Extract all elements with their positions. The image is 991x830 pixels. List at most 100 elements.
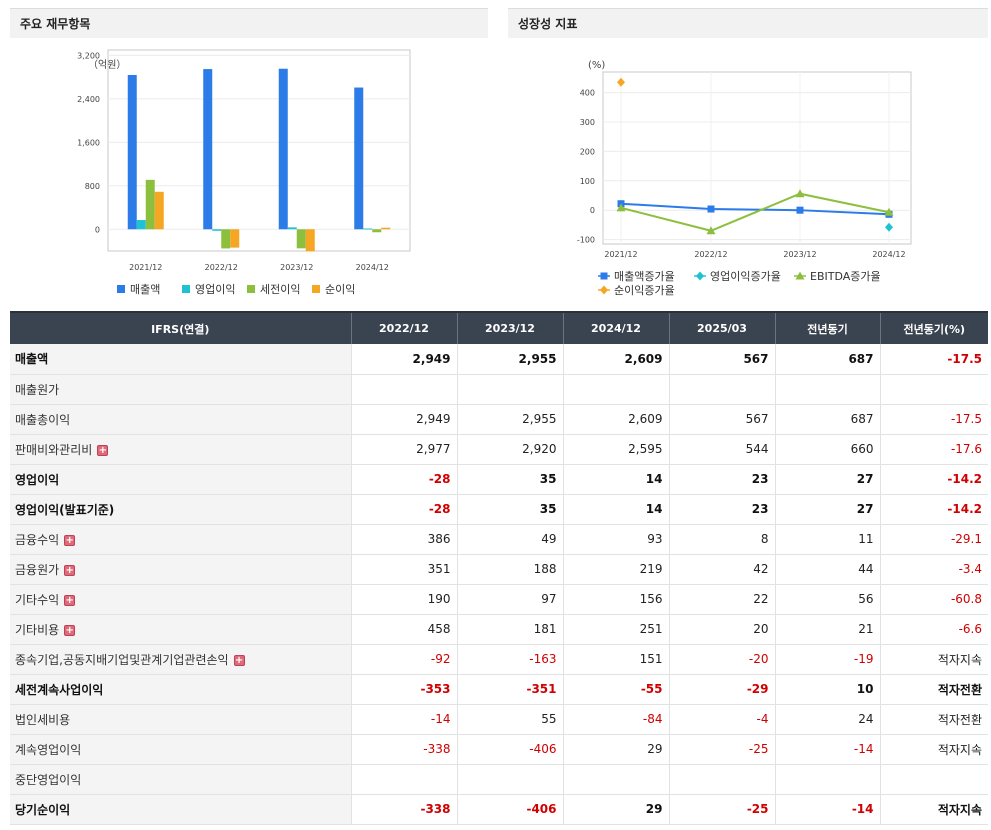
expand-plus-icon[interactable]: + — [64, 594, 76, 606]
table-cell: 386 — [351, 524, 458, 555]
expand-plus-icon[interactable]: + — [64, 564, 76, 576]
row-label[interactable]: 금융수익 + — [10, 524, 352, 555]
table-cell: -406 — [457, 734, 564, 765]
table-cell: -55 — [563, 674, 670, 705]
table-cell — [563, 374, 670, 405]
y-unit-label: (%) — [588, 60, 605, 71]
table-cell: -3.4 — [880, 554, 988, 585]
column-header: 2023/12 — [457, 311, 564, 344]
table-cell: -14 — [775, 734, 881, 765]
bar-4-3 — [305, 229, 315, 252]
x-tick-label: 2021/12 — [604, 250, 637, 259]
table-cell: 29 — [563, 734, 670, 765]
row-label-text: 매출액 — [15, 352, 49, 367]
bar-3-4 — [372, 229, 382, 233]
table-row: 매출총이익 2,949 2,955 2,609 567 687 -17.5 — [10, 404, 988, 435]
table-cell: -20 — [669, 644, 776, 675]
row-label[interactable]: 기타수익 + — [10, 584, 352, 615]
row-label-text: 기타수익 — [15, 592, 60, 607]
row-label: 매출액 — [10, 344, 352, 375]
point-3-1 — [616, 203, 626, 212]
expand-plus-icon[interactable]: + — [233, 654, 245, 666]
table-row: 종속기업,공동지배기업및관계기업관련손익 + -92 -163 151 -20 -19 적자지… — [10, 644, 988, 675]
table-cell: 적자지속 — [880, 734, 988, 765]
y-tick-label: -100 — [577, 236, 595, 245]
column-header: 2024/12 — [563, 311, 670, 344]
table-cell: -19 — [775, 644, 881, 675]
table-cell: -163 — [457, 644, 564, 675]
table-cell: 660 — [775, 434, 881, 465]
table-header-row: IFRS(연결) 2022/12 2023/12 2024/12 2025/03 전년동기… — [10, 311, 988, 344]
legend-label: 순이익 — [325, 283, 355, 296]
y-tick-label: 1,600 — [77, 138, 100, 147]
y-tick-label: 2,400 — [77, 95, 100, 104]
x-tick-label: 2024/12 — [356, 263, 389, 272]
y-tick-label: 3,200 — [77, 51, 100, 60]
table-cell: -14 — [775, 794, 881, 825]
table-cell: 219 — [563, 554, 670, 585]
point-3-3 — [795, 189, 805, 198]
table-cell: 93 — [563, 524, 670, 555]
table-row: 기타비용 +458 181 251 20 21 -6.6 — [10, 614, 988, 645]
table-cell — [563, 764, 670, 795]
table-cell: -29 — [669, 674, 776, 705]
row-label-text: 중단영업이익 — [15, 772, 82, 787]
table-cell: 23 — [669, 494, 776, 525]
table-cell: 27 — [775, 464, 881, 495]
table-cell — [669, 374, 776, 405]
bar-2-4 — [363, 228, 373, 230]
table-cell: -28 — [351, 464, 458, 495]
column-header: IFRS(연결) — [10, 311, 352, 344]
table-cell: 42 — [669, 554, 776, 585]
table-cell: 8 — [669, 524, 776, 555]
y-tick-label: 0 — [95, 225, 100, 234]
table-row: 중단영업이익 — [10, 764, 988, 795]
table-cell: -4 — [669, 704, 776, 735]
column-header: 2025/03 — [669, 311, 776, 344]
legend-marker — [795, 271, 805, 280]
table-cell: -92 — [351, 644, 458, 675]
table-cell: -6.6 — [880, 614, 988, 645]
legend-label: EBITDA증가율 — [810, 270, 881, 283]
financial-statement-table: IFRS(연결) 2022/12 2023/12 2024/12 2025/03 전년동기… — [10, 311, 988, 825]
row-label: 영업이익 — [10, 464, 352, 495]
column-header: 2022/12 — [351, 311, 458, 344]
table-cell: -14.2 — [880, 494, 988, 525]
table-cell: -25 — [669, 734, 776, 765]
expand-plus-icon[interactable]: + — [64, 534, 76, 546]
legend-swatch — [312, 285, 320, 293]
row-label[interactable]: 기타비용 + — [10, 614, 352, 645]
table-row: 영업이익(발표기준) -28 35 14 23 27 -14.2 — [10, 494, 988, 525]
expand-plus-icon[interactable]: + — [97, 444, 109, 456]
row-label: 법인세비용 — [10, 704, 352, 735]
table-cell: 적자지속 — [880, 644, 988, 675]
table-cell: 29 — [563, 794, 670, 825]
table-cell: 56 — [775, 584, 881, 615]
legend-marker — [600, 272, 608, 280]
row-label[interactable]: 금융원가 + — [10, 554, 352, 585]
table-cell: 2,949 — [351, 344, 458, 375]
x-tick-label: 2023/12 — [280, 263, 313, 272]
table-cell: 2,609 — [563, 404, 670, 435]
table-cell: 251 — [563, 614, 670, 645]
row-label[interactable]: 판매비와관리비 + — [10, 434, 352, 465]
row-label[interactable]: 종속기업,공동지배기업및관계기업관련손익 + — [10, 644, 352, 675]
bar-1-4 — [354, 87, 364, 230]
table-cell — [669, 764, 776, 795]
table-cell: 151 — [563, 644, 670, 675]
table-row: 금융원가 +351 188 219 42 44 -3.4 — [10, 554, 988, 585]
legend-label: 매출액 — [130, 283, 160, 296]
row-label: 매출총이익 — [10, 404, 352, 435]
row-label: 세전계속사업이익 — [10, 674, 352, 705]
point-3-4 — [884, 207, 894, 216]
table-cell — [880, 764, 988, 795]
table-cell: -406 — [457, 794, 564, 825]
table-cell — [457, 764, 564, 795]
expand-plus-icon[interactable]: + — [64, 624, 76, 636]
bar-3-3 — [296, 229, 306, 249]
table-cell: 14 — [563, 494, 670, 525]
table-row: 매출액 2,949 2,955 2,609 567 687 -17.5 — [10, 344, 988, 375]
row-label: 계속영업이익 — [10, 734, 352, 765]
bar-2-3 — [287, 227, 297, 230]
financial-items-chart: 3,200 2,400 1,600 800 0 （억원） 2021/12 2022/12 202… — [77, 49, 411, 296]
